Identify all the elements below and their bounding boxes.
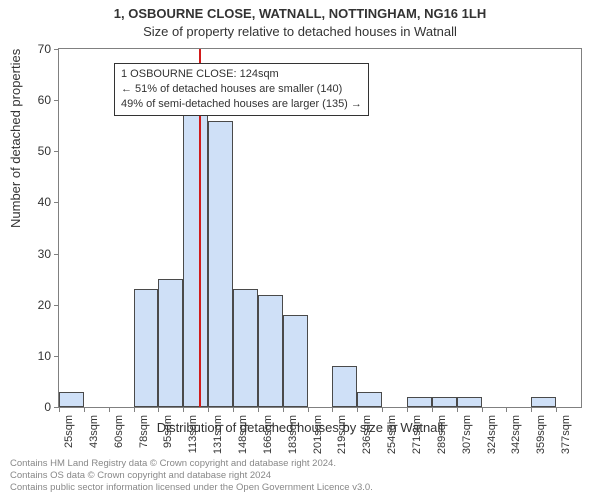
histogram-bar xyxy=(233,289,258,407)
x-tick xyxy=(482,407,483,412)
y-tick-label: 30 xyxy=(38,247,51,261)
chart-title-main: 1, OSBOURNE CLOSE, WATNALL, NOTTINGHAM, … xyxy=(0,6,600,21)
y-tick xyxy=(54,100,59,101)
x-tick xyxy=(158,407,159,412)
x-tick xyxy=(183,407,184,412)
y-tick xyxy=(54,202,59,203)
histogram-bar xyxy=(531,397,556,407)
y-tick-label: 60 xyxy=(38,93,51,107)
histogram-bar xyxy=(183,110,208,407)
histogram-bar xyxy=(208,121,233,407)
histogram-bar xyxy=(407,397,432,407)
y-tick-label: 0 xyxy=(44,400,51,414)
histogram-bar xyxy=(357,392,382,407)
x-tick xyxy=(332,407,333,412)
x-tick xyxy=(84,407,85,412)
x-tick xyxy=(506,407,507,412)
footer-line: Contains public sector information licen… xyxy=(10,482,373,494)
histogram-bar xyxy=(59,392,84,407)
x-tick xyxy=(308,407,309,412)
histogram-bar xyxy=(432,397,457,407)
y-tick-label: 40 xyxy=(38,195,51,209)
x-tick xyxy=(556,407,557,412)
y-tick xyxy=(54,49,59,50)
histogram-bar xyxy=(457,397,482,407)
histogram-bar xyxy=(283,315,308,407)
x-tick xyxy=(457,407,458,412)
y-tick xyxy=(54,305,59,306)
y-tick xyxy=(54,356,59,357)
annotation-line: 49% of semi-detached houses are larger (… xyxy=(121,97,362,112)
y-tick-label: 20 xyxy=(38,298,51,312)
plot-area: 01020304050607025sqm43sqm60sqm78sqm95sqm… xyxy=(58,48,582,408)
y-tick xyxy=(54,151,59,152)
x-axis-label: Distribution of detached houses by size … xyxy=(0,420,600,435)
x-tick xyxy=(134,407,135,412)
annotation-line: ← 51% of detached houses are smaller (14… xyxy=(121,82,362,97)
annotation-box: 1 OSBOURNE CLOSE: 124sqm← 51% of detache… xyxy=(114,63,369,116)
histogram-bar xyxy=(258,295,283,408)
y-tick xyxy=(54,254,59,255)
x-tick xyxy=(357,407,358,412)
x-tick xyxy=(432,407,433,412)
y-tick-label: 10 xyxy=(38,349,51,363)
x-tick xyxy=(233,407,234,412)
x-tick xyxy=(283,407,284,412)
annotation-line: 1 OSBOURNE CLOSE: 124sqm xyxy=(121,67,362,82)
histogram-bar xyxy=(134,289,159,407)
x-tick xyxy=(59,407,60,412)
footer-line: Contains OS data © Crown copyright and d… xyxy=(10,470,373,482)
x-tick xyxy=(109,407,110,412)
x-tick xyxy=(531,407,532,412)
chart-title-sub: Size of property relative to detached ho… xyxy=(0,24,600,39)
footer-line: Contains HM Land Registry data © Crown c… xyxy=(10,458,373,470)
x-tick xyxy=(208,407,209,412)
x-tick xyxy=(258,407,259,412)
x-tick xyxy=(382,407,383,412)
x-tick xyxy=(407,407,408,412)
attribution-footer: Contains HM Land Registry data © Crown c… xyxy=(10,458,373,494)
y-axis-label: Number of detached properties xyxy=(8,49,23,228)
y-tick-label: 70 xyxy=(38,42,51,56)
y-tick-label: 50 xyxy=(38,144,51,158)
histogram-bar xyxy=(332,366,357,407)
histogram-bar xyxy=(158,279,183,407)
